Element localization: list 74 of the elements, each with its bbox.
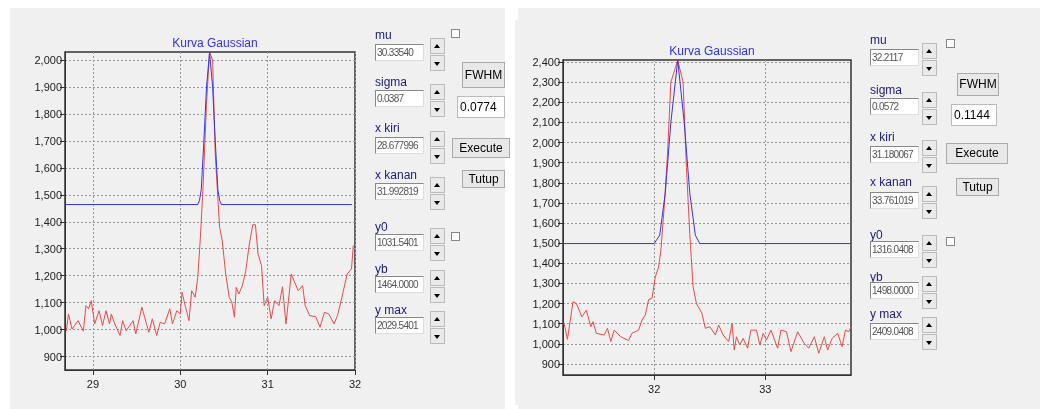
x-tick-label: 30 [174,377,187,390]
x-tick-label: 32 [348,377,362,390]
text: yb [375,262,388,276]
y-tick-label: 1,500 [532,237,560,250]
chart-title: Kurva Gaussian [172,36,258,50]
y-tick-label: 900 [541,357,560,370]
y-tick-label: 2,400 [532,56,560,69]
text: sigma [870,83,903,97]
text: y max [870,307,903,321]
text: 1031.5401 [375,234,424,251]
y-tick-label: 1,400 [532,257,560,270]
y-tick-label: 1,900 [34,81,62,94]
text: x kanan [375,168,418,182]
y-tick-label: 1,600 [34,161,62,174]
text: 32.2117 [870,49,919,66]
text: 30.33540 [375,44,424,61]
line-series [65,51,354,337]
y-tick-label: 2,000 [532,136,560,149]
text: 28.677996 [375,137,424,154]
text: 31.992819 [375,183,424,200]
y-tick-label: 1,900 [532,156,560,169]
y-tick-label: 1,200 [34,269,62,282]
text: x kiri [375,121,400,135]
text: 1464.0000 [375,276,424,293]
y-tick-label: 2,100 [532,116,560,129]
y-tick-label: 1,300 [34,242,62,255]
line-series [65,51,353,206]
y-tick-label: 1,100 [34,296,62,309]
y-tick-label: 1,100 [532,317,560,330]
text: x kanan [870,175,913,189]
y-tick-label: 1,500 [34,188,62,201]
text: 1316.0408 [870,241,919,258]
chart-title: Kurva Gaussian [669,44,755,58]
y-tick-label: 1,300 [532,277,560,290]
y-tick-label: 2,000 [34,54,62,67]
text: 1498.0000 [872,285,913,296]
text: FWHM [957,73,999,96]
y-tick-label: 1,800 [34,107,62,120]
x-tick-label: 32 [648,382,661,395]
x-tick-label: 29 [86,377,100,390]
y-tick-label: 1,000 [532,337,560,350]
x-tick-label: 33 [759,382,772,395]
text: FWHM [462,62,505,88]
text: Execute [946,143,1008,164]
text: y0 [375,220,388,234]
text: sigma [375,75,408,89]
y-tick-label: 1,200 [532,297,560,310]
y-tick-label: 900 [43,350,62,363]
text: 0.0572 [870,98,919,115]
text: 2409.0408 [870,323,919,340]
y-tick-label: 2,200 [532,96,560,109]
y-tick-label: 1,400 [34,215,62,228]
text: Tutup [462,170,505,188]
text: mu [870,33,887,47]
text: y max [375,303,408,317]
text: Tutup [956,178,999,196]
text: 33.761019 [870,192,919,209]
text: mu [375,28,392,42]
text: Execute [452,138,510,158]
text: 0.1144 [951,104,997,126]
line-series [562,59,851,245]
y-tick-label: 1,600 [532,217,560,230]
y-tick-label: 1,700 [532,196,560,209]
y-tick-label: 2,300 [532,76,560,89]
text: 31.180067 [870,146,919,163]
y-tick-label: 1,800 [532,176,560,189]
y-tick-label: 1,000 [34,323,62,336]
y-tick-label: 1,700 [34,134,62,147]
text: 0.0774 [457,96,505,118]
line-series [563,59,852,354]
text: 0.0387 [375,90,424,107]
text: x kiri [870,130,895,144]
text: 2029.5401 [375,317,424,334]
x-tick-label: 31 [261,377,274,390]
